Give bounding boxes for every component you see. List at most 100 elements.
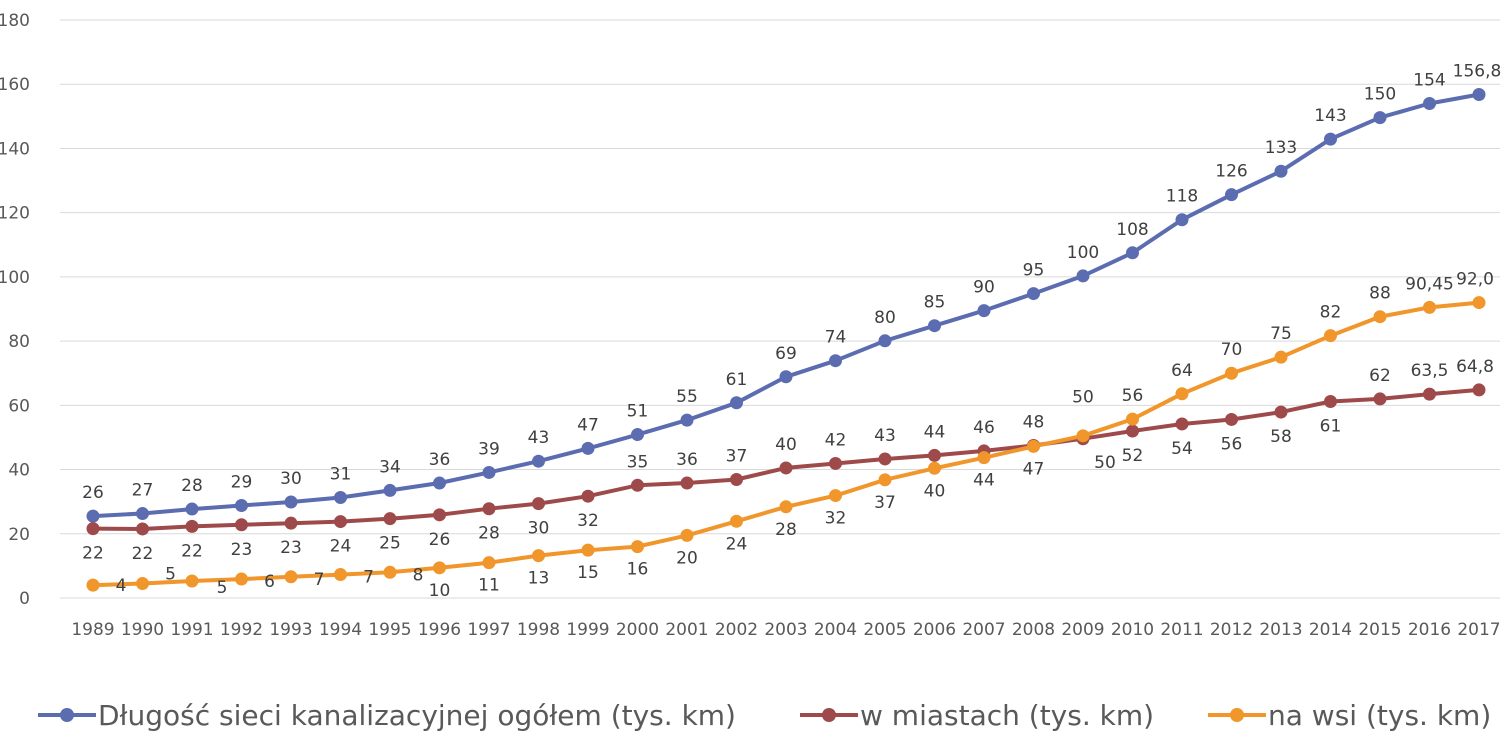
data-point — [1423, 300, 1436, 314]
x-tick-label: 2013 — [1259, 620, 1302, 640]
data-label: 4 — [116, 576, 127, 596]
data-point — [334, 490, 347, 504]
data-point — [829, 456, 842, 470]
data-label: 34 — [379, 457, 401, 477]
data-point — [1225, 188, 1238, 202]
data-point — [1472, 383, 1486, 397]
data-label: 62 — [1369, 366, 1391, 386]
data-label: 22 — [132, 544, 154, 564]
data-point — [829, 354, 842, 368]
data-label: 37 — [874, 493, 896, 513]
data-label: 85 — [924, 293, 946, 313]
data-point — [185, 574, 199, 588]
data-label: 31 — [330, 464, 352, 484]
data-point — [1423, 387, 1436, 401]
data-point — [1373, 111, 1387, 125]
x-tick-label: 2006 — [913, 620, 956, 640]
data-point — [482, 502, 496, 516]
data-label: 8 — [413, 565, 424, 585]
data-point — [1027, 439, 1040, 453]
legend: Długość sieci kanalizacyjnej ogółem (tys… — [0, 690, 1512, 740]
series-layer — [86, 87, 1486, 592]
x-tick-label: 1992 — [220, 620, 263, 640]
line-chart: 0 20 40 60 80 100 120 140 160 180 1989 1990 1991 199… — [0, 11, 1502, 640]
legend-label-total: Długość sieci kanalizacyjnej ogółem (tys… — [98, 698, 736, 732]
x-axis-tick-labels: 1989 1990 1991 1992 1993 1994 1995 1996 1997 1998… — [71, 620, 1500, 640]
data-label: 64,8 — [1456, 357, 1494, 377]
data-label: 48 — [1023, 412, 1045, 432]
data-label: 82 — [1320, 303, 1342, 323]
data-point — [977, 451, 991, 465]
data-label: 88 — [1369, 284, 1391, 304]
data-point — [185, 519, 199, 533]
data-label: 156,8 — [1453, 61, 1502, 81]
x-tick-label: 1991 — [170, 620, 213, 640]
data-label: 30 — [528, 519, 550, 539]
data-label: 24 — [330, 537, 352, 557]
data-label: 15 — [577, 563, 599, 583]
data-label: 22 — [82, 544, 104, 564]
data-point — [977, 304, 991, 318]
data-point — [631, 540, 644, 554]
legend-swatch-total — [38, 703, 96, 727]
data-point — [1126, 412, 1139, 426]
data-point — [532, 497, 545, 511]
data-point — [1423, 96, 1436, 110]
data-point — [1274, 164, 1288, 178]
data-point — [730, 514, 743, 528]
data-label: 40 — [924, 481, 946, 501]
data-label: 95 — [1023, 261, 1045, 281]
data-label: 44 — [924, 422, 946, 442]
data-label: 61 — [1320, 416, 1342, 436]
x-tick-label: 1989 — [71, 620, 114, 640]
data-label: 20 — [676, 548, 698, 568]
data-point — [779, 500, 793, 514]
data-label: 11 — [478, 576, 500, 596]
data-label: 39 — [478, 439, 500, 459]
y-tick-label: 80 — [8, 332, 30, 352]
data-point — [631, 478, 644, 492]
data-label: 56 — [1221, 434, 1243, 454]
data-label: 100 — [1067, 243, 1099, 263]
x-tick-label: 2014 — [1309, 620, 1352, 640]
x-tick-label: 2012 — [1210, 620, 1253, 640]
x-tick-label: 2011 — [1160, 620, 1203, 640]
y-tick-label: 100 — [0, 268, 30, 288]
data-label: 24 — [726, 534, 748, 554]
data-point — [631, 428, 644, 442]
data-point — [433, 476, 446, 490]
data-label: 28 — [775, 520, 797, 540]
y-tick-label: 0 — [19, 589, 30, 609]
data-label: 90 — [973, 278, 995, 298]
data-label: 46 — [973, 418, 995, 438]
data-point — [334, 515, 347, 529]
data-point — [730, 473, 743, 487]
data-label: 23 — [231, 540, 253, 560]
data-label: 28 — [181, 476, 203, 496]
data-point — [235, 518, 248, 532]
data-point — [1373, 392, 1387, 406]
data-label: 92,0 — [1456, 270, 1494, 290]
data-point — [383, 483, 397, 497]
data-label: 61 — [726, 370, 748, 390]
data-point — [433, 508, 446, 522]
data-label: 143 — [1314, 106, 1346, 126]
x-tick-label: 1997 — [467, 620, 510, 640]
data-point — [334, 568, 347, 582]
x-tick-label: 2003 — [764, 620, 807, 640]
data-label: 50 — [1072, 388, 1094, 408]
y-tick-label: 20 — [8, 525, 30, 545]
data-label: 35 — [627, 452, 649, 472]
data-label: 26 — [429, 530, 451, 550]
data-label: 36 — [429, 450, 451, 470]
data-label: 50 — [1094, 453, 1116, 473]
data-label: 7 — [314, 570, 325, 590]
data-label: 70 — [1221, 340, 1243, 360]
data-point — [581, 543, 595, 557]
data-point — [779, 461, 793, 475]
data-label: 43 — [874, 426, 896, 446]
data-label: 47 — [1023, 459, 1045, 479]
data-point — [730, 396, 743, 410]
x-tick-label: 1994 — [319, 620, 362, 640]
data-point — [136, 522, 149, 536]
